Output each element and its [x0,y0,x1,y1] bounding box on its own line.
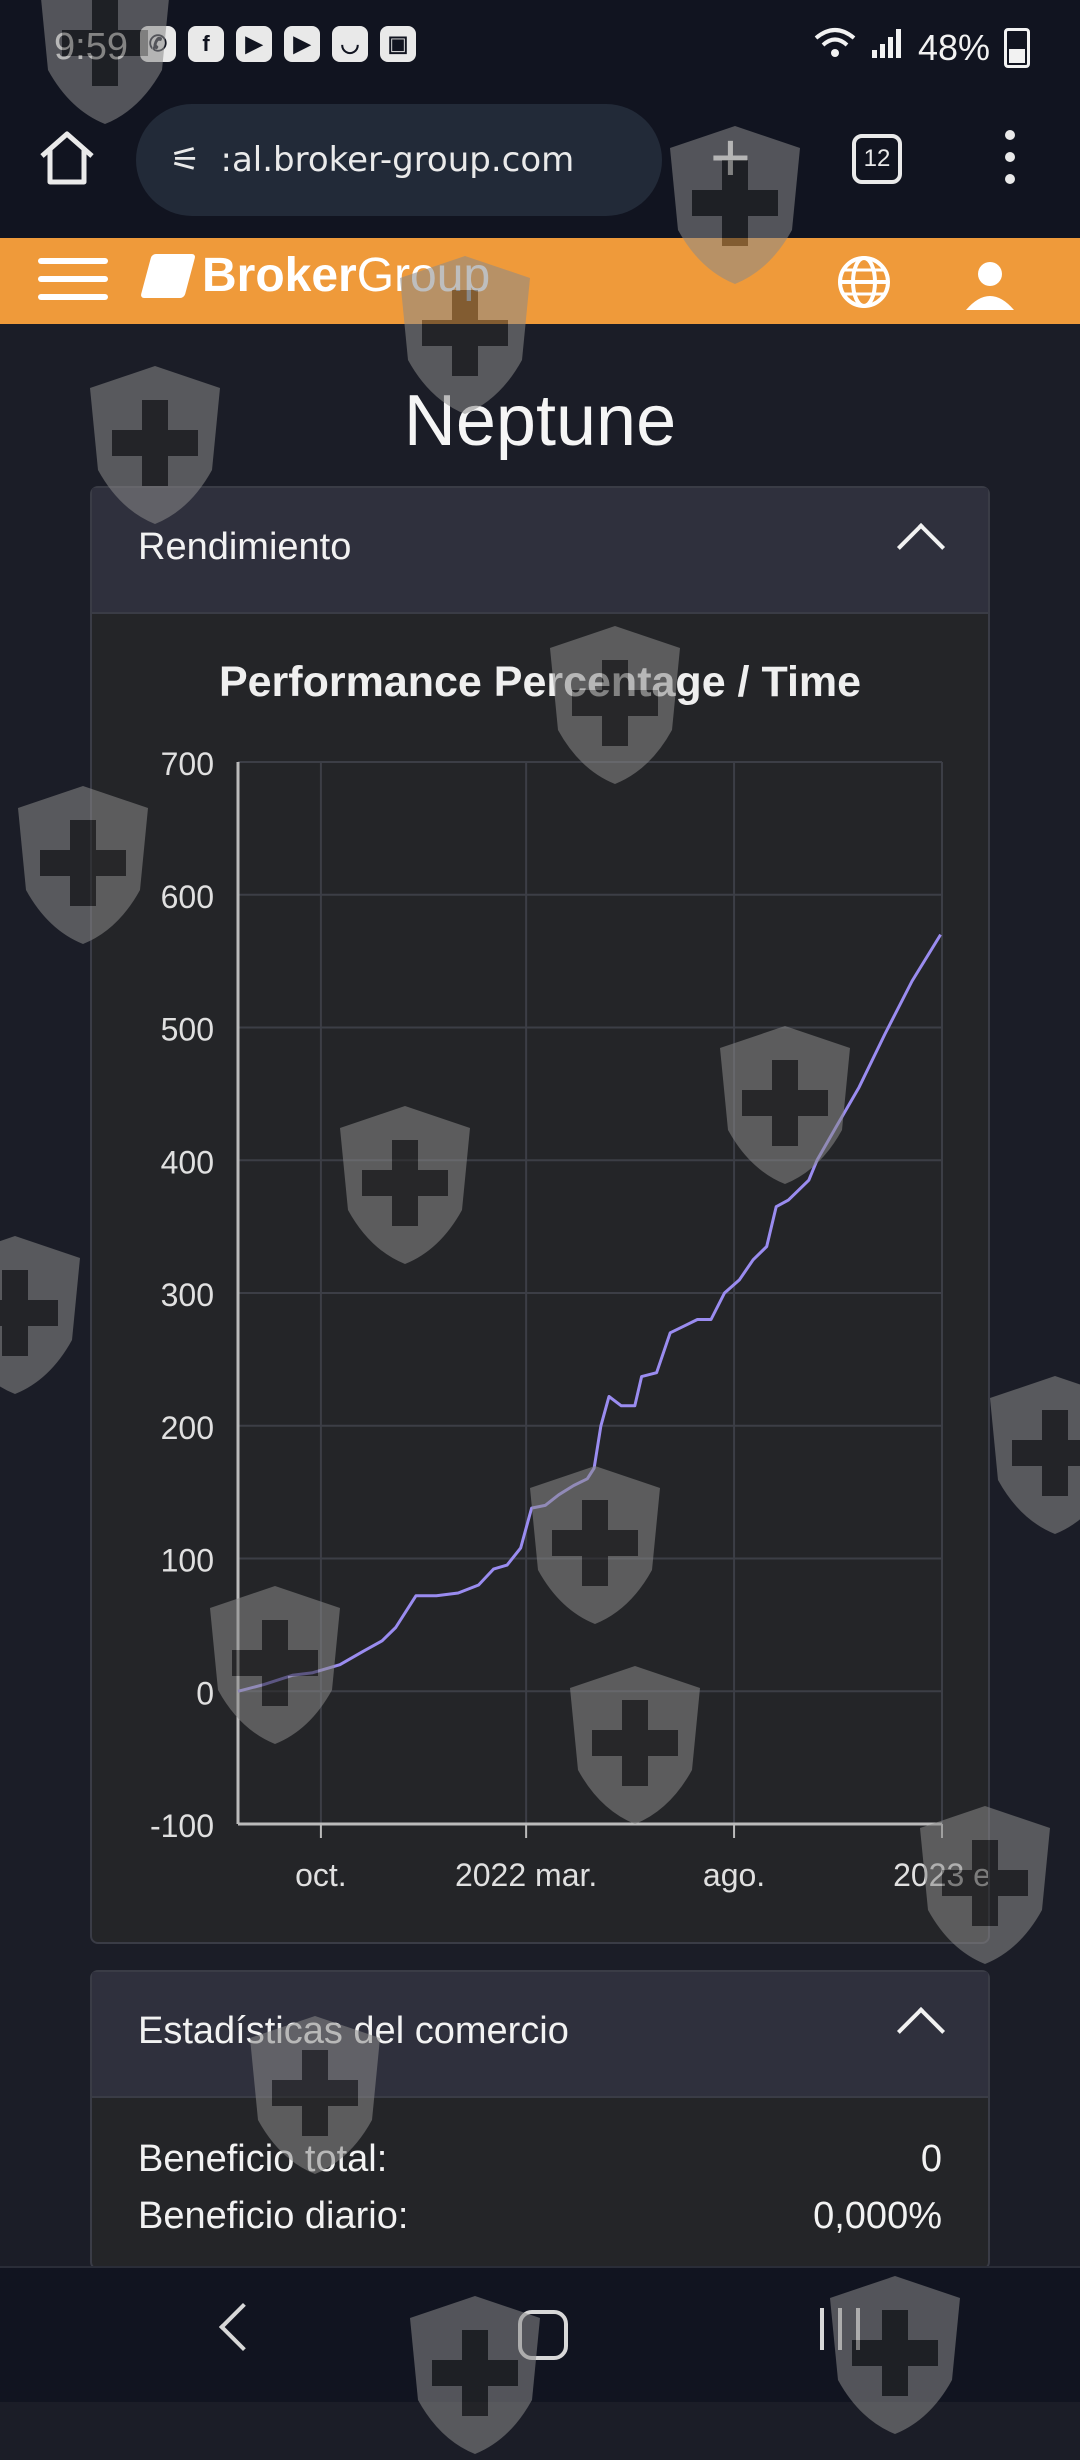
performance-line [237,933,942,1693]
y-tick-label: 500 [161,1012,214,1048]
logo-mark-icon [140,253,196,298]
y-tick-label: 200 [161,1410,214,1446]
url-text: :al.broker-group.com [220,140,575,180]
whatsapp-icon: ✆ [140,26,176,62]
performance-panel-label: Rendimiento [138,526,352,568]
user-icon[interactable] [962,256,1018,312]
page-title: Neptune [403,381,677,461]
image-icon: ▣ [380,26,416,62]
stat-row-total-profit: Beneficio total: 0 [92,2138,988,2181]
home-icon[interactable] [34,126,100,192]
stat-value: 0 [920,2138,942,2180]
globe-icon[interactable] [836,254,892,310]
tab-switcher-button[interactable]: 12 [852,134,902,184]
y-tick-label: 300 [161,1277,214,1313]
battery-level: 48% [917,26,990,68]
site-header: BrokerGroup [0,238,1080,324]
signal-icon [870,26,904,69]
chart-title: Performance Percentage / Time [218,658,862,706]
y-tick-label: 100 [161,1543,214,1579]
address-bar[interactable]: ⚟ :al.broker-group.com [136,104,662,216]
stat-label: Beneficio diario: [138,2195,409,2237]
wifi-icon [814,26,856,69]
more-options-icon[interactable] [1000,130,1020,200]
x-tick-label: oct. [295,1857,347,1893]
battery-icon [1004,27,1030,68]
x-tick-label: 2023 e [893,1857,988,1893]
performance-chart: 700 600 500 400 300 200 100 0 -100 oct. 2022 mar. a… [150,746,988,1893]
smile-icon: ◡ [332,26,368,62]
notification-icons: ✆ f ▶ ▶ ◡ ▣ [140,26,416,62]
stats-panel-label: Estadísticas del comercio [138,2010,569,2052]
y-tick-label: -100 [150,1808,214,1844]
system-navigation-bar [0,2266,1080,2402]
stat-value: 0,000% [813,2195,942,2237]
stat-label: Beneficio total: [138,2138,388,2180]
brokergroup-logo[interactable]: BrokerGroup [140,248,490,303]
back-icon[interactable] [218,2302,268,2352]
status-bar: 9:59 ✆ f ▶ ▶ ◡ ▣ 48% [0,0,1080,100]
x-tick-label: ago. [703,1857,765,1893]
y-tick-label: 700 [161,746,214,782]
status-time: 9:59 [54,26,128,68]
stat-row-daily-profit: Beneficio diario: 0,000% [92,2195,988,2238]
home-button-icon[interactable] [518,2310,568,2360]
facebook-icon: f [188,26,224,62]
x-tick-label: 2022 mar. [455,1857,597,1893]
hamburger-menu-icon[interactable] [38,258,108,304]
shield-watermark-icon [0,1236,80,1394]
y-tick-label: 0 [196,1675,214,1711]
y-tick-label: 400 [161,1144,214,1180]
new-tab-icon[interactable]: + [710,118,751,196]
status-right: 48% [814,26,1030,69]
stats-panel-header[interactable]: Estadísticas del comercio [92,1972,988,2098]
site-settings-icon[interactable]: ⚟ [170,141,201,179]
shield-watermark-icon [990,1376,1080,1534]
y-tick-label: 600 [161,879,214,915]
youtube-icon: ▶ [236,26,272,62]
performance-panel: Rendimiento Performance Percentage / Tim… [90,486,990,1944]
performance-panel-header[interactable]: Rendimiento [92,488,988,614]
chevron-up-icon[interactable] [896,2006,946,2056]
trade-stats-panel: Estadísticas del comercio Beneficio tota… [90,1970,990,2270]
youtube-icon: ▶ [284,26,320,62]
recent-apps-icon[interactable] [820,2308,860,2350]
chevron-up-icon[interactable] [896,522,946,572]
browser-toolbar: ⚟ :al.broker-group.com + 12 [0,100,1080,238]
